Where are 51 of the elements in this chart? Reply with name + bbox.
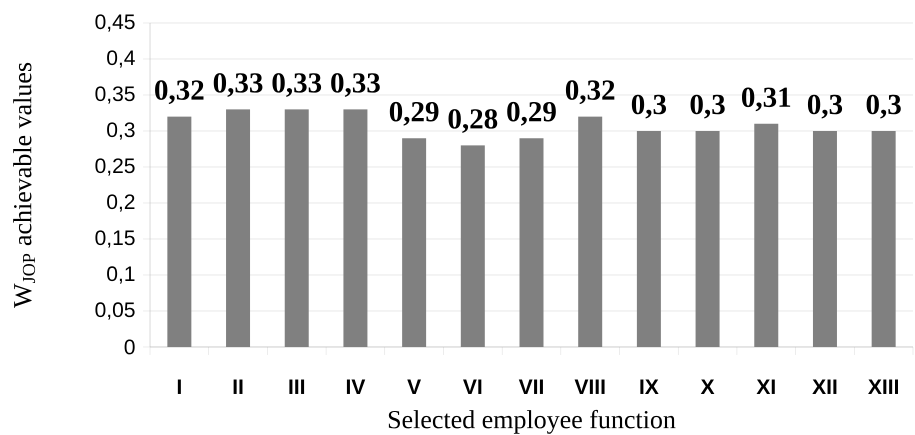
bar: [520, 138, 544, 347]
bar: [284, 109, 309, 347]
y-tick-label: 0,25: [95, 158, 135, 176]
bar: [226, 109, 250, 347]
y-tick-label: 0,45: [95, 14, 135, 32]
data-label: 0,33: [214, 73, 262, 97]
x-tick-label: IV: [346, 380, 366, 394]
data-label: 0,3: [690, 94, 725, 118]
x-tick-label: XIII: [868, 380, 898, 394]
x-axis-title: Selected employee function: [388, 410, 676, 434]
y-tick-label: 0,1: [107, 266, 134, 284]
bar: [578, 116, 602, 347]
x-tick-label: XII: [812, 380, 836, 394]
y-tick-label: 0,35: [95, 86, 135, 104]
bar: [696, 130, 720, 347]
y-tick-label: 0,4: [107, 50, 135, 68]
x-tick-label: XI: [756, 380, 775, 394]
data-label: 0,29: [507, 102, 556, 126]
x-tick-label: X: [700, 380, 714, 394]
y-tick-label: 0,05: [95, 302, 135, 320]
x-tick-label: VIII: [574, 380, 605, 394]
y-tick-label: 0: [124, 340, 135, 354]
data-label: 0,3: [808, 94, 842, 118]
x-tick-label: VII: [518, 380, 543, 394]
x-tick-label: IX: [640, 380, 659, 394]
data-label: 0,32: [566, 80, 614, 104]
x-tick-label: II: [234, 380, 242, 394]
x-tick-label: V: [407, 380, 421, 394]
data-label: 0,3: [866, 94, 901, 118]
bar: [402, 138, 426, 347]
y-axis-title: W$_{JOP}$ achievable values: [13, 62, 36, 308]
bar: [754, 124, 778, 347]
bar: [872, 130, 896, 347]
bar: [167, 116, 192, 347]
data-label: 0,33: [272, 73, 322, 97]
bar: [460, 145, 485, 347]
data-label: 0,33: [331, 73, 380, 97]
bar: [636, 130, 661, 347]
y-tick-label: 0,3: [107, 122, 135, 140]
data-label: 0,31: [742, 88, 790, 112]
data-label: 0,3: [632, 94, 666, 118]
data-label: 0,29: [390, 102, 438, 126]
bar: [343, 109, 368, 347]
data-label: 0,28: [448, 109, 498, 133]
x-tick-label: III: [289, 380, 304, 394]
y-tick-label: 0,2: [107, 194, 134, 212]
y-tick-label: 0,15: [95, 230, 135, 248]
data-label: 0,32: [155, 80, 204, 104]
x-tick-label: VI: [463, 380, 482, 394]
bar: [812, 130, 837, 347]
x-tick-label: I: [178, 380, 181, 394]
